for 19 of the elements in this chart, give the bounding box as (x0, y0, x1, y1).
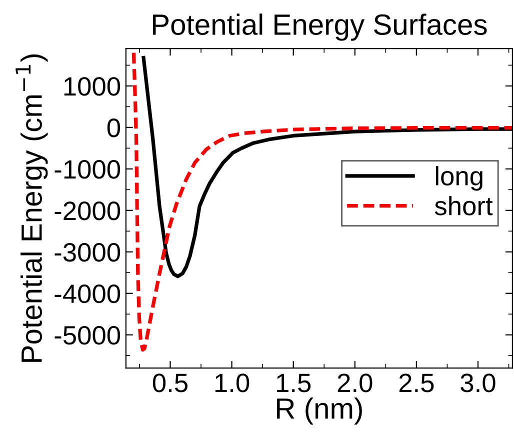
x-tick-label: 2.5 (399, 374, 434, 392)
x-tick-label: 1.5 (277, 374, 311, 392)
line-series (132, 50, 512, 352)
y-tick-label: -2000 (54, 202, 120, 220)
chart-title: Potential Energy Surfaces (152, 14, 487, 41)
y-tick-label: -1000 (54, 160, 120, 179)
y-tick-label: -3000 (54, 243, 120, 262)
y-axis-title: Potential Energy (cm$^{−1}$) (16, 54, 48, 362)
x-tick-label: 3.0 (460, 374, 496, 392)
legend-label: short (434, 196, 493, 216)
y-tick-label: -4000 (54, 284, 120, 304)
x-axis-title: R (nm) (277, 397, 362, 425)
x-tick-label: 1.0 (215, 374, 250, 392)
y-tick-label: 0 (107, 118, 120, 138)
y-tick-label: 1000 (64, 77, 120, 96)
x-tick-label: 2.0 (338, 374, 372, 392)
legend-label: long (436, 166, 482, 191)
y-tick-label: -5000 (54, 326, 120, 345)
x-tick-label: 0.5 (152, 374, 188, 392)
